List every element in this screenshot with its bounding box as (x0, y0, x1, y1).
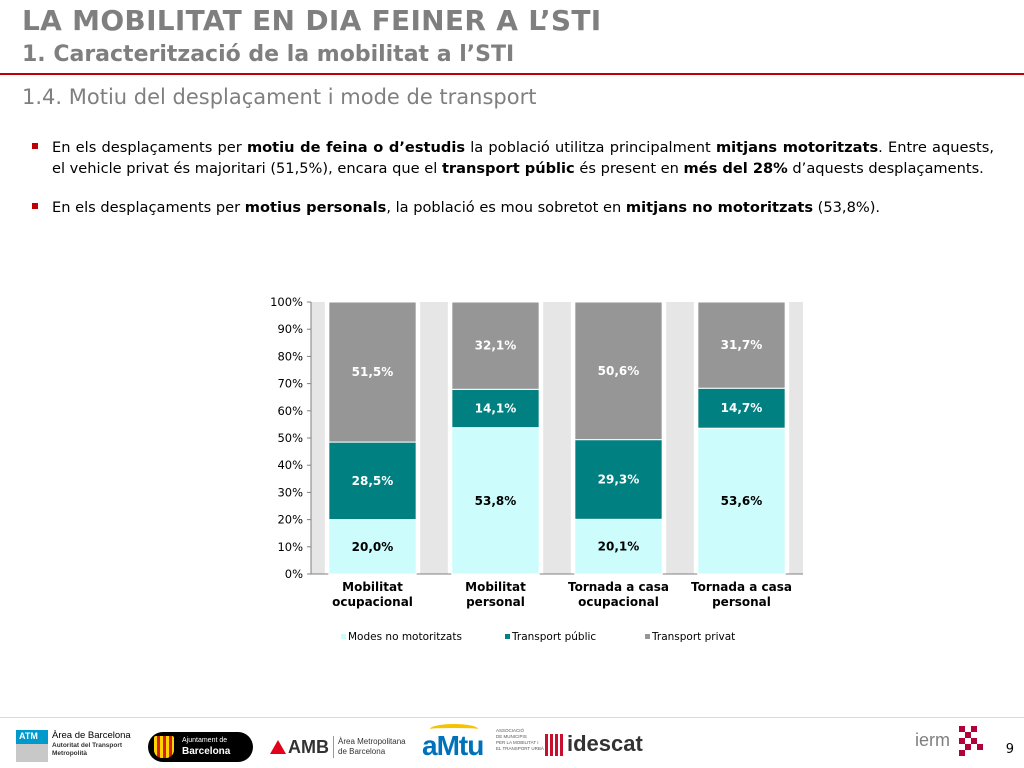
bullet-text: és present en (574, 160, 684, 177)
y-tick-label: 80% (277, 349, 303, 363)
bullet-text: En els desplaçaments per (52, 199, 245, 216)
slide-title: LA MOBILITAT EN DIA FEINER A L’STI (22, 4, 602, 37)
bullet-list: En els desplaçaments per motiu de feina … (30, 137, 994, 236)
y-tick-label: 10% (277, 540, 303, 554)
section-heading: 1.4. Motiu del desplaçament i mode de tr… (22, 85, 537, 109)
page-number: 9 (1005, 742, 1014, 757)
bar-segment (574, 518, 663, 575)
y-tick-label: 50% (277, 431, 303, 445)
bullet-emphasis: motiu de feina o d’estudis (246, 139, 466, 156)
x-category-label: personal (712, 595, 771, 609)
bullet-text: , la població es mou sobretot en (386, 199, 626, 216)
bullet-text: (53,8%). (813, 199, 881, 216)
amtu-swoosh-icon (430, 724, 478, 734)
x-category-label: ocupacional (578, 595, 659, 609)
title-divider (0, 73, 1024, 75)
stacked-bar-chart: 0% 10% 20% 30% 40% 50% 60% 70% 80% 90% 100% 20,0% 28… (270, 295, 803, 643)
y-tick-label: 30% (277, 485, 303, 499)
idescat-bars-icon (545, 734, 565, 756)
amb-logo: AMB Àrea Metropolitana de Barcelona (270, 734, 410, 760)
bullet-square-icon (32, 203, 38, 209)
bar-segment (697, 387, 786, 429)
y-tick-label: 40% (277, 458, 303, 472)
x-category-label: Tornada a casa (691, 580, 792, 594)
bar-segment (328, 519, 417, 575)
bullet-text: En els desplaçaments per (52, 139, 247, 156)
bullet-text: . Entre aquests, el vehicle privat és ma… (52, 139, 995, 177)
data-label: 14,7% (721, 401, 763, 415)
x-category-label: Mobilitat (465, 580, 526, 594)
data-label: 53,6% (721, 494, 763, 508)
bar-segment (451, 388, 540, 429)
y-tick-label: 70% (277, 377, 303, 391)
bullet-emphasis: mitjans no motoritzats (625, 199, 814, 216)
bullet-emphasis: motius personals (244, 199, 387, 216)
data-label: 14,1% (475, 401, 517, 415)
amb-triangle-icon (270, 740, 286, 754)
slide-subtitle: 1. Caracterització de la mobilitat a l’S… (22, 42, 515, 67)
bar-segment (451, 301, 540, 390)
legend-swatch (645, 634, 650, 639)
ierm-logo: ierm (915, 724, 985, 758)
idescat-logo: idescat (545, 730, 650, 760)
atm-logo: ATM Àrea de Barcelona Autoritat del Tran… (16, 728, 131, 762)
bar-segment (328, 301, 417, 443)
x-category-label: Mobilitat (342, 580, 403, 594)
footer-divider (0, 717, 1024, 718)
city-shield-icon (154, 736, 174, 758)
ajuntament-barcelona-logo: Ajuntament de Barcelona (148, 732, 253, 762)
legend-label: Transport públic (511, 631, 596, 643)
bullet-item: En els desplaçaments per motiu de feina … (30, 137, 994, 179)
y-tick-label: 90% (277, 322, 303, 336)
bullet-emphasis: transport públic (441, 160, 575, 177)
data-label: 51,5% (352, 365, 394, 379)
legend-label: Transport privat (651, 631, 735, 643)
data-label: 20,0% (352, 540, 394, 554)
bar-segment (697, 427, 786, 575)
bullet-text: la població utilitza principalment (465, 139, 716, 156)
bar-segment (574, 301, 663, 441)
bar-segment (328, 441, 417, 521)
data-label: 32,1% (475, 339, 517, 353)
y-tick-label: 60% (277, 404, 303, 418)
data-label: 31,7% (721, 338, 763, 352)
data-label: 53,8% (475, 494, 517, 508)
bar-segment (697, 301, 786, 389)
data-label: 28,5% (352, 474, 394, 488)
data-label: 20,1% (598, 540, 640, 554)
amtu-logo: aMtu ASSOCIACIÓ DE MUNICIPIS PER LA MOBI… (420, 724, 544, 764)
y-tick-label: 20% (277, 513, 303, 527)
legend-swatch (341, 634, 346, 639)
ierm-pixel-icon (959, 726, 985, 756)
data-label: 50,6% (598, 364, 640, 378)
y-tick-label: 0% (285, 567, 303, 581)
bullet-emphasis: més del 28% (683, 160, 788, 177)
x-category-label: Tornada a casa (568, 580, 669, 594)
bullet-square-icon (32, 143, 38, 149)
y-tick-label: 100% (270, 295, 303, 309)
x-category-label: ocupacional (332, 595, 413, 609)
atm-logo-mark: ATM (19, 731, 38, 741)
bullet-item: En els desplaçaments per motius personal… (30, 197, 994, 218)
bullet-emphasis: mitjans motoritzats (715, 139, 879, 156)
legend-swatch (505, 634, 510, 639)
legend-label: Modes no motoritzats (348, 631, 462, 643)
bar-segment (574, 439, 663, 520)
data-label: 29,3% (598, 472, 640, 486)
bullet-text: d’aquests desplaçaments. (787, 160, 984, 177)
x-category-label: personal (466, 595, 525, 609)
